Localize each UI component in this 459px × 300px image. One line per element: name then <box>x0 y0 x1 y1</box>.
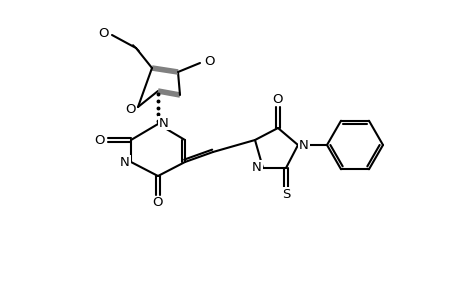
Text: O: O <box>204 55 215 68</box>
Text: O: O <box>99 26 109 40</box>
Text: O: O <box>125 103 136 116</box>
Text: N: N <box>159 116 168 130</box>
Text: N: N <box>120 155 129 169</box>
Text: N: N <box>252 160 261 173</box>
Text: O: O <box>95 134 105 146</box>
Text: O: O <box>272 92 283 106</box>
Text: S: S <box>281 188 290 200</box>
Text: O: O <box>152 196 163 209</box>
Text: N: N <box>298 139 308 152</box>
